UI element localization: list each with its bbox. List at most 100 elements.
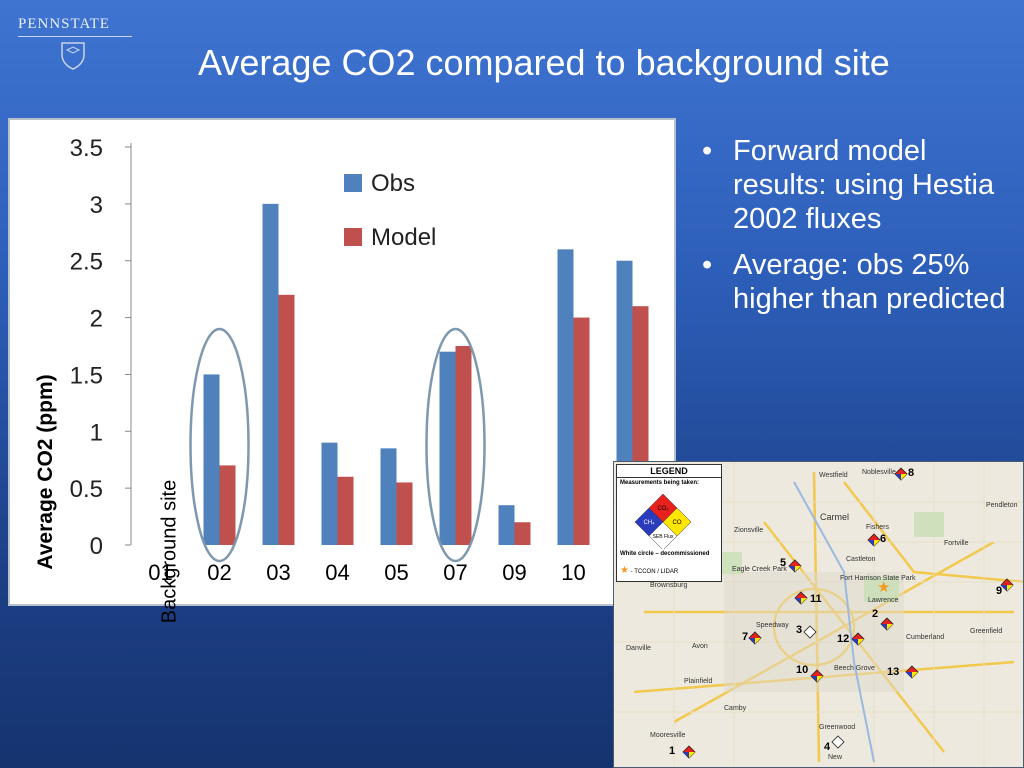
x-tick-label: 05 bbox=[384, 560, 408, 585]
site-label: 5 bbox=[780, 557, 787, 569]
place-label: Cumberland bbox=[906, 634, 945, 641]
y-tick-label: 3 bbox=[90, 192, 103, 219]
y-tick-label: 2 bbox=[90, 306, 103, 333]
site-marker-icon bbox=[803, 625, 817, 639]
place-label: Fort Harrison State Park bbox=[840, 575, 916, 582]
bullet-text: Average: obs 25% higher than predicted bbox=[733, 249, 1006, 315]
place-label: Mooresville bbox=[650, 732, 686, 739]
site-marker-icon bbox=[851, 632, 865, 646]
bullet-list: • Forward model results: using Hestia 200… bbox=[700, 134, 1010, 328]
legend-seb-label: SEB Flux bbox=[653, 534, 674, 540]
legend-decommissioned: White circle – decommissioned bbox=[620, 551, 710, 557]
bar-model bbox=[455, 346, 472, 545]
legend-co-label: CO bbox=[673, 520, 682, 526]
bar-obs bbox=[321, 442, 338, 545]
site-markers bbox=[682, 467, 1014, 759]
background-site-annotation: Background site bbox=[158, 479, 181, 624]
bar-obs bbox=[498, 505, 515, 545]
legend-tccon-label: - TCCON / LIDAR bbox=[630, 569, 679, 575]
bar-obs bbox=[557, 249, 574, 546]
legend-label: Obs bbox=[371, 170, 415, 197]
site-marker-icon bbox=[794, 591, 808, 605]
bullet-dot: • bbox=[702, 135, 713, 167]
logo-divider bbox=[18, 36, 132, 37]
y-tick-label: 0 bbox=[90, 533, 103, 560]
site-marker-icon bbox=[831, 735, 845, 749]
site-label: 10 bbox=[796, 664, 809, 676]
place-label: Eagle Creek Park bbox=[732, 566, 787, 573]
bullet-dot: • bbox=[702, 249, 713, 281]
bar-model bbox=[278, 294, 295, 545]
star-icon: ★ bbox=[620, 565, 629, 576]
tccon-star-icon: ★ bbox=[877, 579, 891, 596]
place-label: Castleton bbox=[846, 556, 876, 563]
bullet-text: Forward model results: using Hestia 2002… bbox=[733, 135, 995, 235]
place-label: Fortville bbox=[944, 540, 969, 547]
place-label: Plainfield bbox=[684, 678, 713, 685]
legend-subtitle: Measurements being taken: bbox=[620, 480, 700, 486]
place-label: Greenwood bbox=[819, 724, 856, 731]
place-label: Speedway bbox=[756, 622, 789, 629]
legend-title: LEGEND bbox=[617, 465, 721, 478]
site-marker-icon bbox=[748, 631, 762, 645]
legend-tccon: ★ - TCCON / LIDAR bbox=[620, 565, 678, 576]
shield-icon bbox=[61, 42, 85, 70]
place-label: Camby bbox=[724, 705, 747, 712]
site-marker-icon bbox=[905, 665, 919, 679]
y-tick-label: 1 bbox=[90, 419, 103, 446]
bar-model bbox=[573, 317, 590, 545]
site-label: 12 bbox=[837, 633, 850, 645]
logo-text: PENNSTATE bbox=[18, 16, 110, 32]
bullet-item: • Average: obs 25% higher than predicted bbox=[700, 248, 1010, 316]
x-tick-label: 07 bbox=[443, 560, 467, 585]
site-label: 8 bbox=[908, 467, 915, 479]
highlight-ellipse bbox=[425, 327, 486, 563]
x-tick-label: 09 bbox=[502, 560, 526, 585]
bar-model bbox=[514, 522, 531, 545]
place-label: Beech Grove bbox=[834, 665, 875, 672]
place-label: Zionsville bbox=[734, 527, 764, 534]
legend-co2-label: CO₂ bbox=[657, 506, 669, 512]
pennstate-logo: PENNSTATE bbox=[18, 16, 132, 76]
slide-title: Average CO2 compared to background site bbox=[198, 42, 890, 83]
site-label: 3 bbox=[796, 624, 803, 636]
x-tick-label: 04 bbox=[325, 560, 349, 585]
place-label: Carmel bbox=[820, 512, 850, 522]
place-label: Avon bbox=[692, 643, 708, 650]
bar-obs bbox=[262, 203, 279, 545]
x-tick-label: 01 bbox=[148, 560, 172, 585]
bar-model bbox=[396, 482, 413, 545]
site-marker-icon bbox=[1000, 578, 1014, 592]
place-label: New bbox=[828, 754, 843, 761]
site-label: 4 bbox=[824, 741, 831, 753]
legend-swatch bbox=[344, 228, 362, 246]
site-label: 9 bbox=[996, 585, 1003, 597]
highlight-ellipse bbox=[189, 327, 250, 563]
site-marker-icon bbox=[810, 669, 824, 683]
bar-model bbox=[219, 465, 236, 545]
site-map: LEGEND Measurements being taken: CO₂ CH₄… bbox=[613, 461, 1024, 768]
place-label: Brownsburg bbox=[650, 582, 688, 589]
place-label: Greenfield bbox=[970, 628, 1003, 635]
site-label: 1 bbox=[669, 745, 676, 757]
legend-ch4-label: CH₄ bbox=[643, 520, 655, 526]
y-tick-label: 0.5 bbox=[70, 476, 103, 503]
place-label: Fishers bbox=[866, 524, 889, 531]
place-label: Noblesville bbox=[862, 469, 896, 476]
site-label: 11 bbox=[810, 593, 822, 605]
place-label: Westfield bbox=[819, 472, 848, 479]
bar-chart-panel: 00.511.522.533.5010203040507091012ObsMod… bbox=[8, 118, 676, 623]
site-label: 6 bbox=[880, 533, 887, 545]
y-axis-title: Average CO2 (ppm) bbox=[34, 374, 57, 570]
x-tick-label: 02 bbox=[207, 560, 231, 585]
map-roads bbox=[614, 462, 1023, 767]
place-label: Danville bbox=[626, 645, 651, 652]
site-label: 7 bbox=[742, 631, 749, 643]
site-marker-icon bbox=[788, 559, 802, 573]
bar-chart: 00.511.522.533.5010203040507091012ObsMod… bbox=[70, 135, 649, 585]
legend-label: Model bbox=[371, 224, 436, 251]
bullet-item: • Forward model results: using Hestia 200… bbox=[700, 134, 1010, 236]
y-tick-label: 3.5 bbox=[70, 135, 103, 162]
y-tick-label: 1.5 bbox=[70, 362, 103, 389]
x-tick-label: 03 bbox=[266, 560, 290, 585]
